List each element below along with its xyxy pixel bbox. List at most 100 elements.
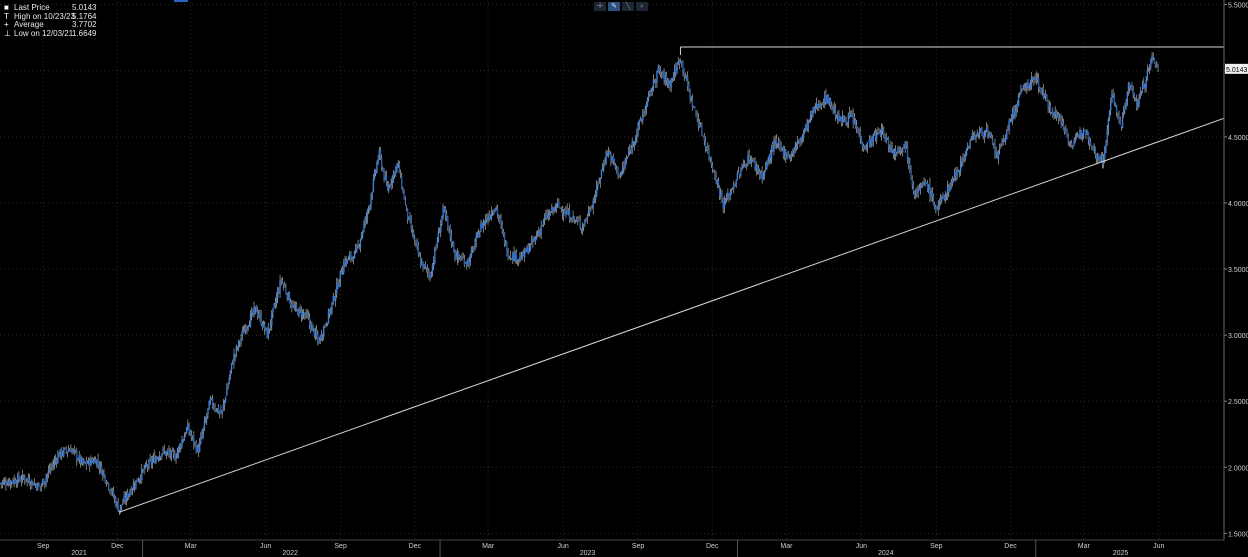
candle-body bbox=[1138, 99, 1140, 104]
candle-body bbox=[1098, 155, 1100, 161]
candle-body bbox=[190, 434, 193, 437]
pencil-icon[interactable]: ✎ bbox=[608, 2, 620, 11]
candle-body bbox=[639, 119, 642, 121]
candle-body bbox=[965, 148, 968, 156]
x-month-label: Sep bbox=[334, 543, 347, 550]
candle-body bbox=[1001, 142, 1003, 144]
candle-body bbox=[334, 294, 337, 302]
candle-body bbox=[234, 354, 236, 357]
candle-body bbox=[837, 113, 839, 121]
x-year-label: 2023 bbox=[580, 550, 596, 557]
candle-body bbox=[976, 132, 978, 137]
candle-body bbox=[533, 238, 535, 242]
candle-body bbox=[327, 310, 330, 323]
candle-body bbox=[37, 483, 39, 491]
candle-body bbox=[868, 139, 871, 147]
candle-body bbox=[497, 214, 500, 219]
y-tick-label: 2.0000 bbox=[1228, 465, 1248, 472]
candle-body bbox=[1118, 115, 1120, 121]
candle-body bbox=[707, 147, 709, 150]
candle-body bbox=[202, 428, 204, 435]
candle-body bbox=[449, 226, 451, 237]
candle-body bbox=[100, 465, 103, 475]
candle-body bbox=[939, 199, 942, 203]
candle-body bbox=[346, 259, 349, 261]
candle-body bbox=[972, 134, 975, 137]
candle-body bbox=[204, 419, 207, 423]
candle-body bbox=[92, 461, 95, 463]
candle-body bbox=[1154, 63, 1157, 67]
candle-body bbox=[428, 273, 430, 275]
candle-body bbox=[557, 203, 559, 204]
candle-body bbox=[671, 77, 674, 81]
candle-body bbox=[364, 218, 366, 226]
candle-body bbox=[302, 313, 305, 315]
candle-body bbox=[97, 459, 99, 464]
candle-body bbox=[773, 140, 775, 152]
candle-body bbox=[962, 157, 964, 161]
crosshair-icon[interactable]: ✛ bbox=[594, 2, 606, 11]
candle-body bbox=[1094, 146, 1097, 155]
candle-body bbox=[123, 496, 125, 503]
candle-body bbox=[292, 305, 294, 307]
candle-body bbox=[376, 162, 378, 172]
candle-body bbox=[46, 473, 48, 478]
candle-body bbox=[189, 430, 191, 435]
candle-body bbox=[1072, 146, 1074, 149]
candle-body bbox=[685, 77, 688, 80]
candle-body bbox=[881, 129, 884, 131]
candle-body bbox=[1080, 131, 1082, 136]
candle-body bbox=[495, 206, 497, 209]
candle-body bbox=[338, 283, 340, 287]
candle-body bbox=[1036, 78, 1039, 80]
candle-body bbox=[737, 172, 740, 174]
candle-body bbox=[1081, 132, 1084, 136]
candle-body bbox=[0, 482, 1, 484]
candle-body bbox=[1019, 94, 1021, 96]
candle-body bbox=[1049, 106, 1052, 113]
candle-body bbox=[345, 258, 347, 266]
candle-body bbox=[981, 127, 983, 134]
candle-body bbox=[66, 451, 69, 453]
candle-body bbox=[1033, 78, 1035, 81]
candle-body bbox=[207, 408, 209, 414]
candle-body bbox=[809, 113, 812, 121]
candle-body bbox=[253, 307, 255, 314]
candle-body bbox=[993, 145, 995, 146]
candle-body bbox=[1059, 117, 1061, 119]
candle-body bbox=[799, 139, 801, 142]
candle-body bbox=[237, 340, 240, 348]
candle-body bbox=[591, 208, 593, 209]
candle-body bbox=[99, 464, 102, 468]
candle-body bbox=[684, 75, 687, 79]
candle-body bbox=[11, 481, 13, 483]
candle-body bbox=[20, 480, 22, 481]
candle-body bbox=[155, 457, 157, 464]
candle-body bbox=[184, 434, 187, 435]
candle-body bbox=[1091, 146, 1093, 148]
candle-body bbox=[913, 190, 916, 197]
candle-body bbox=[126, 492, 129, 498]
candle-body bbox=[103, 472, 105, 475]
candle-body bbox=[1132, 88, 1134, 95]
candle-body bbox=[529, 243, 532, 250]
candle-body bbox=[635, 136, 637, 144]
candle-body bbox=[1123, 109, 1125, 116]
candle-body bbox=[269, 323, 272, 328]
trendline-icon[interactable]: ╲ bbox=[622, 2, 634, 11]
candle-body bbox=[1144, 85, 1146, 89]
candle-body bbox=[1119, 121, 1121, 125]
candle-body bbox=[32, 482, 34, 486]
candle-body bbox=[510, 258, 513, 260]
candle-body bbox=[422, 261, 424, 269]
candle-body bbox=[781, 147, 783, 149]
candle-body bbox=[984, 129, 987, 137]
candle-body bbox=[980, 128, 982, 132]
candle-body bbox=[847, 113, 850, 124]
candle-body bbox=[899, 149, 902, 151]
candle-body bbox=[968, 146, 970, 148]
candle-body bbox=[1034, 78, 1036, 80]
candle-body bbox=[542, 219, 545, 226]
zoom-icon[interactable]: ⌕ bbox=[636, 2, 648, 11]
candle-body bbox=[507, 253, 509, 258]
